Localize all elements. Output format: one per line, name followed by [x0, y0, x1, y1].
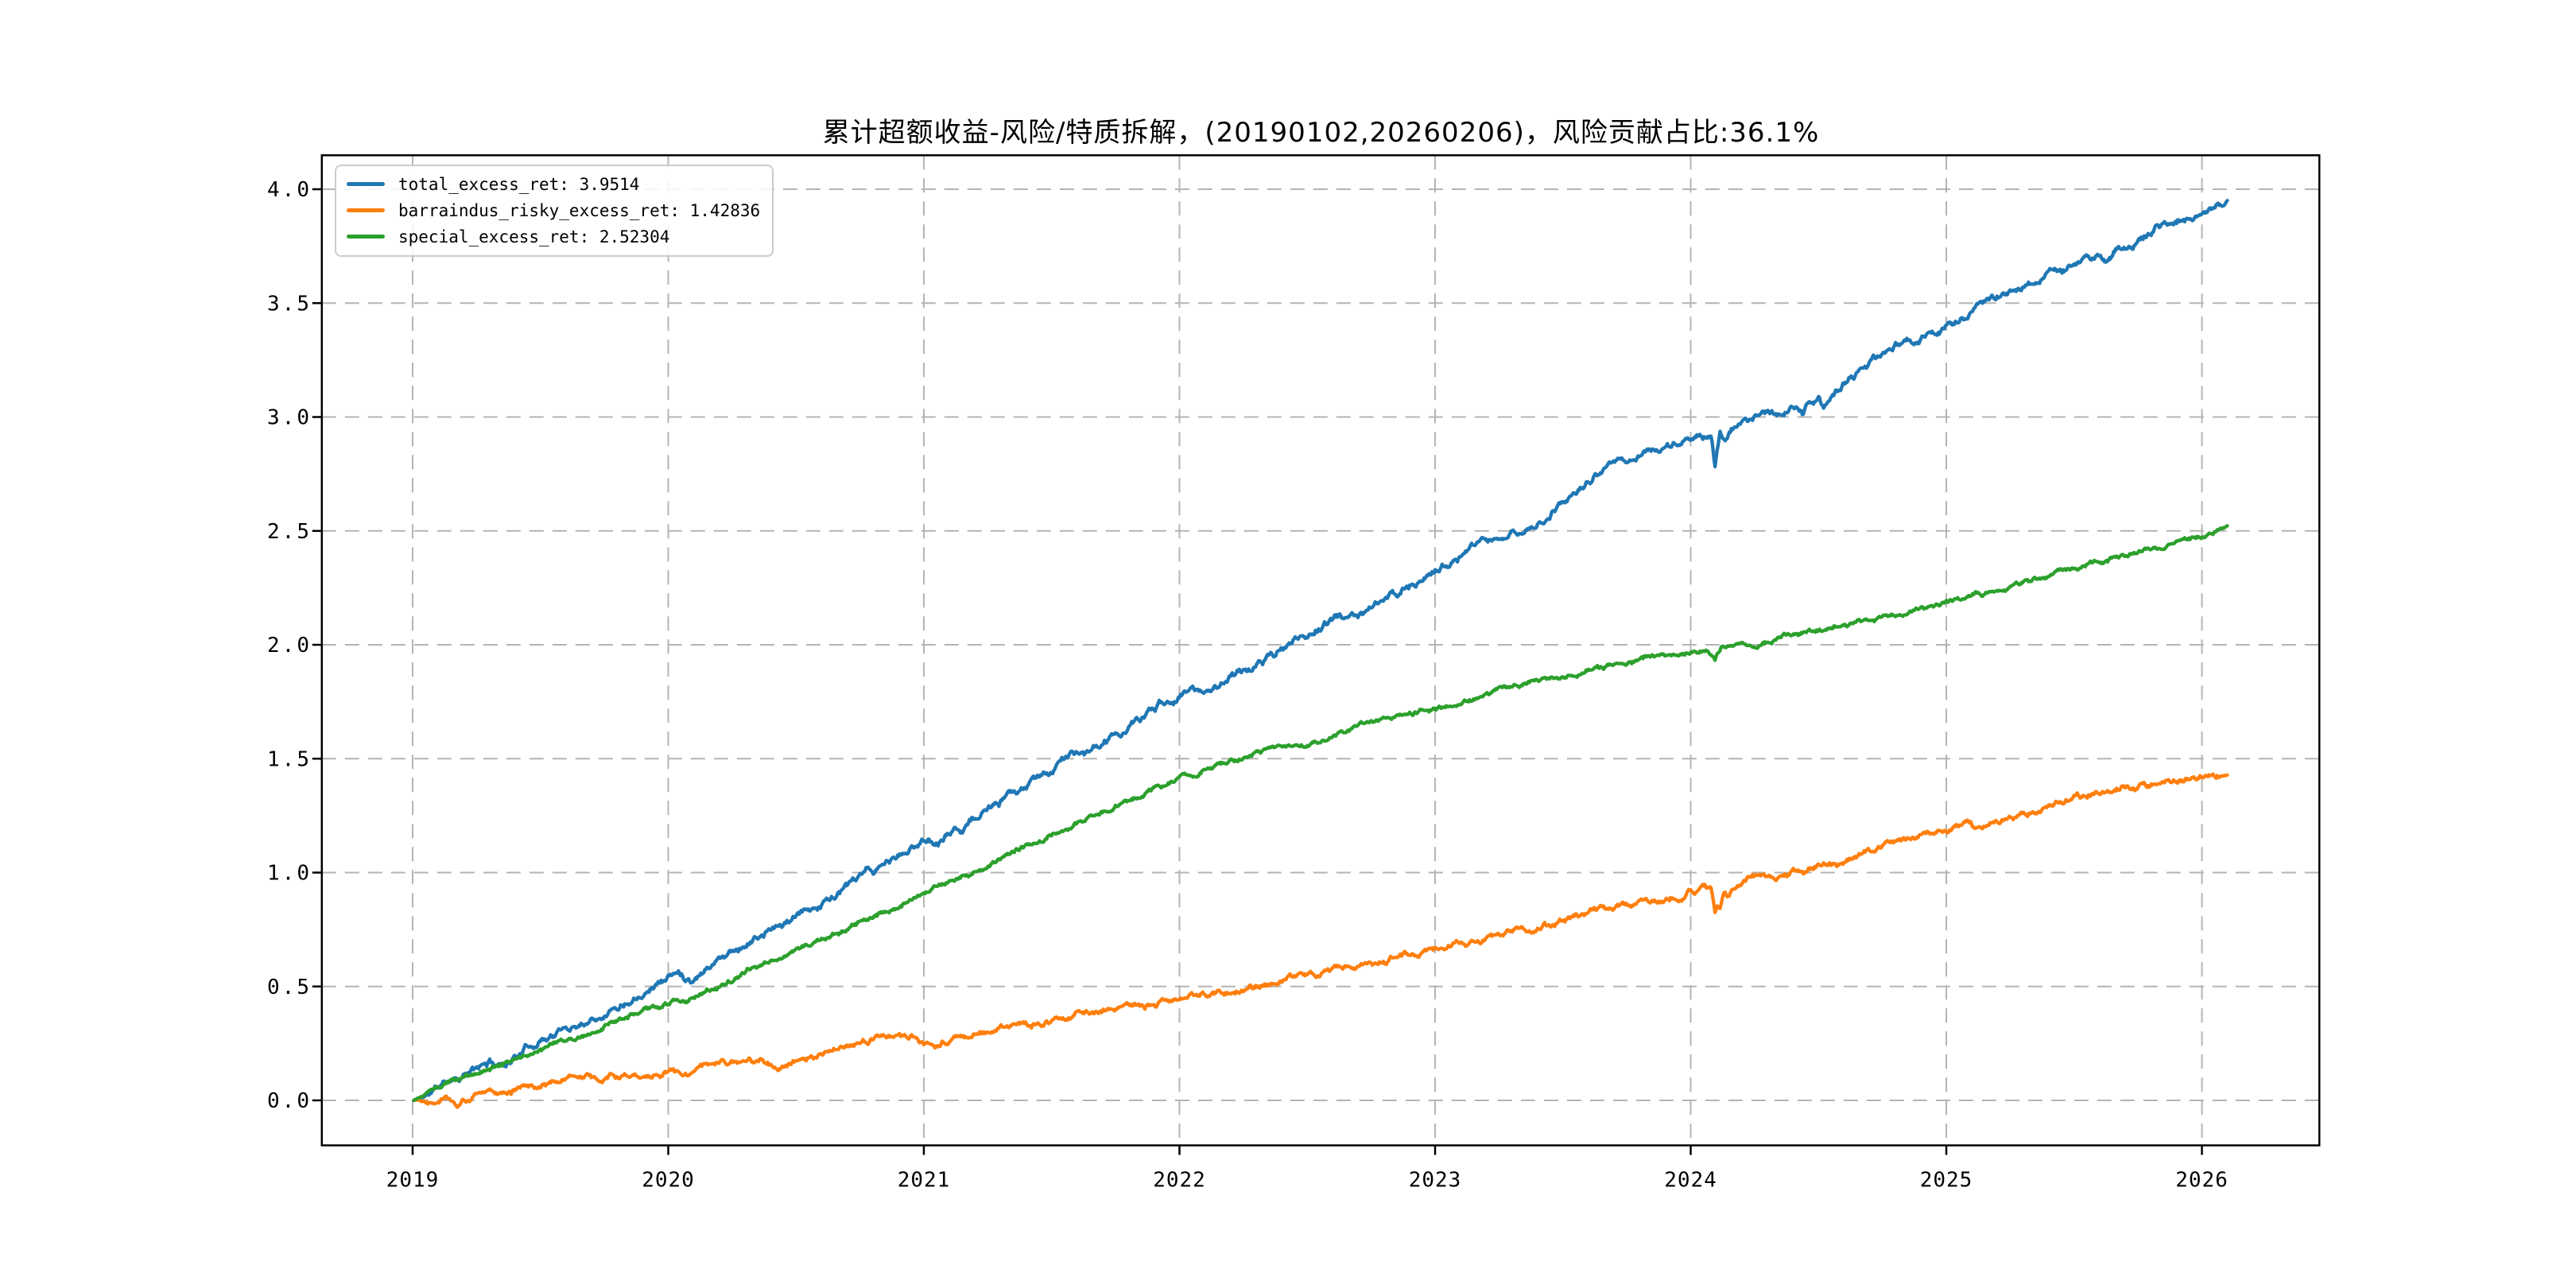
legend-box: total_excess_ret: 3.9514 barraindus_risk… [335, 165, 774, 257]
series-lines [412, 199, 2229, 1109]
y-tick-labels: 0.0 0.5 1.0 1.5 2.0 2.5 3.0 3.5 4.0 [267, 178, 312, 1113]
x-tick-label-2023: 2023 [1409, 1169, 1462, 1193]
series-line-barraindus_risky_excess_ret [412, 772, 2229, 1109]
y-tick-label-3.5: 3.5 [267, 292, 312, 316]
y-tick-label-0.5: 0.5 [267, 976, 312, 999]
series-line-total_excess_ret [412, 199, 2229, 1103]
y-tick-label-0.0: 0.0 [267, 1089, 312, 1113]
axes-border [320, 154, 2321, 1146]
x-tick-labels: 2019 2020 2021 2022 2023 2024 2025 2026 [386, 1169, 2229, 1193]
legend-item-barraindus-risky-excess-ret: barraindus_risky_excess_ret: 1.42836 [336, 197, 772, 223]
series-line-special_excess_ret [412, 524, 2229, 1103]
axes-spines [320, 154, 2321, 1146]
y-tick-label-4.0: 4.0 [267, 178, 312, 202]
legend-label-special-excess-ret: special_excess_ret: 2.52304 [398, 227, 670, 246]
y-tick-label-2.0: 2.0 [267, 634, 312, 658]
legend-label-total-excess-ret: total_excess_ret: 3.9514 [398, 174, 640, 194]
tick-marks [312, 188, 2203, 1155]
legend-swatch-special-excess-ret [347, 235, 385, 239]
chart-title: 累计超额收益-风险/特质拆解，(20190102,20260206)，风险贡献占… [822, 117, 1820, 149]
legend-swatch-barraindus-risky-excess-ret [347, 208, 385, 212]
y-tick-label-3.0: 3.0 [267, 406, 312, 430]
y-tick-label-2.5: 2.5 [267, 520, 312, 544]
legend-label-barraindus-risky-excess-ret: barraindus_risky_excess_ret: 1.42836 [398, 200, 761, 220]
x-tick-label-2026: 2026 [2175, 1169, 2229, 1193]
x-tick-label-2025: 2025 [1920, 1169, 1973, 1193]
x-tick-label-2019: 2019 [386, 1169, 440, 1193]
legend-swatch-total-excess-ret [347, 182, 385, 186]
y-tick-label-1.5: 1.5 [267, 747, 312, 771]
gridlines [321, 155, 2320, 1146]
x-tick-label-2021: 2021 [898, 1169, 951, 1193]
x-tick-label-2020: 2020 [642, 1169, 695, 1193]
x-tick-label-2024: 2024 [1664, 1169, 1717, 1193]
y-tick-label-1.0: 1.0 [267, 862, 312, 886]
x-tick-label-2022: 2022 [1153, 1169, 1206, 1193]
legend-item-special-excess-ret: special_excess_ret: 2.52304 [336, 223, 772, 250]
legend-item-total-excess-ret: total_excess_ret: 3.9514 [336, 171, 772, 197]
